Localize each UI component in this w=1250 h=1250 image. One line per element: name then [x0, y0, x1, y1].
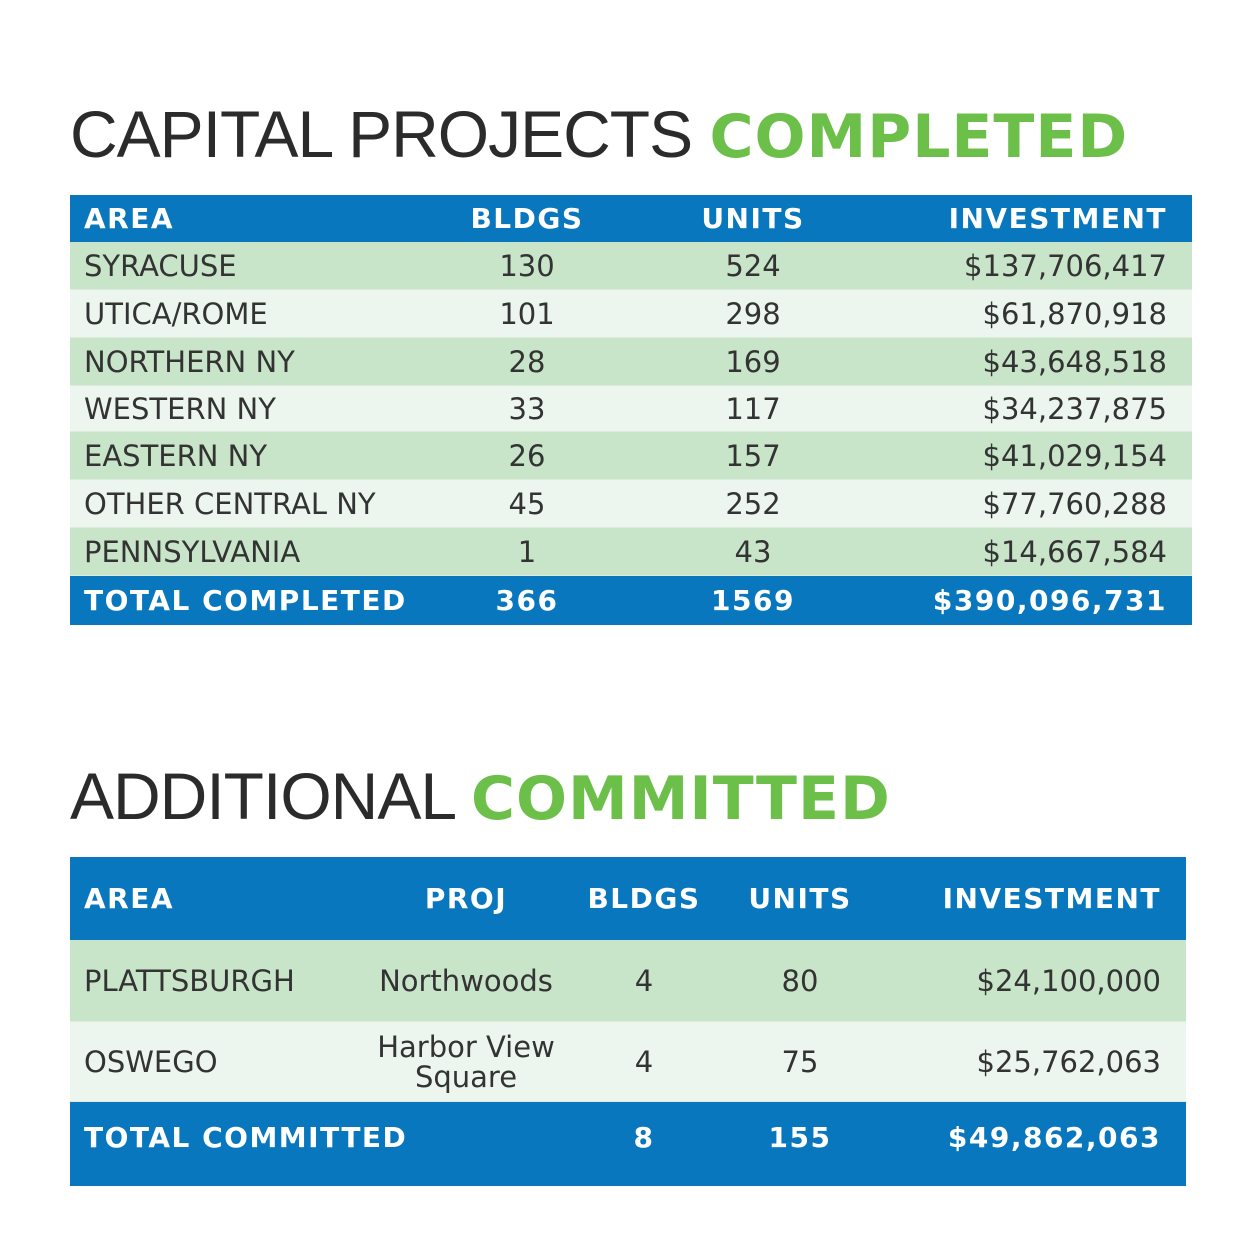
investment-cell: $25,762,063	[976, 1044, 1162, 1079]
bldgs-cell: 26	[508, 438, 546, 473]
investment-cell: $49,862,063	[947, 1120, 1161, 1154]
area-cell: TOTAL COMMITTED	[84, 1120, 408, 1154]
area-cell: SYRACUSE	[84, 248, 237, 283]
units-cell: 157	[725, 438, 781, 473]
investment-cell: $34,237,875	[982, 391, 1168, 426]
units-cell: 75	[781, 1044, 819, 1079]
header-row: AREA PROJ BLDGS UNITS INVESTMENT	[70, 857, 1186, 940]
investment-cell: $137,706,417	[964, 248, 1167, 283]
proj-cell: Harbor View Square	[377, 1029, 555, 1094]
table-row: OTHER CENTRAL NY 45 252 $77,760,288	[70, 480, 1192, 528]
bldgs-cell: BLDGS	[587, 882, 701, 915]
proj-cell: PROJ	[424, 882, 508, 915]
completed-table: AREA BLDGS UNITS INVESTMENT SYRACUSE 130 524 $1…	[70, 195, 1192, 625]
completed-title-bold: COMPLETED	[709, 102, 1129, 172]
investment-cell: $77,760,288	[982, 486, 1168, 521]
area-cell: EASTERN NY	[84, 438, 268, 473]
investment-cell: $41,029,154	[982, 438, 1168, 473]
units-cell: 155	[768, 1120, 832, 1154]
bldgs-cell: 366	[495, 584, 559, 617]
investment-cell: $61,870,918	[982, 296, 1168, 331]
committed-title-bold: COMMITTED	[470, 764, 891, 834]
bldgs-cell: 45	[508, 486, 546, 521]
bldgs-cell: 8	[633, 1120, 655, 1154]
investment-cell: $14,667,584	[982, 534, 1168, 569]
table-row: UTICA/ROME 101 298 $61,870,918	[70, 290, 1192, 338]
units-cell: 252	[725, 486, 781, 521]
total-row: TOTAL COMMITTED 8 155 $49,862,063	[70, 1102, 1186, 1186]
table-row: OSWEGO Harbor View Square 4 75 $25,762,063	[70, 1022, 1186, 1102]
table-row: PLATTSBURGH Northwoods 4 80 $24,100,000	[70, 940, 1186, 1022]
bldgs-cell: BLDGS	[470, 202, 584, 235]
investment-cell: $24,100,000	[976, 963, 1162, 998]
area-cell: WESTERN NY	[84, 391, 276, 426]
proj-cell	[366, 1102, 566, 1172]
area-cell: NORTHERN NY	[84, 344, 295, 379]
table-row: WESTERN NY 33 117 $34,237,875	[70, 386, 1192, 432]
units-cell: UNITS	[748, 882, 852, 915]
units-cell: 169	[725, 344, 781, 379]
committed-title: ADDITIONAL COMMITTED	[70, 758, 891, 834]
area-cell: UTICA/ROME	[84, 296, 268, 331]
area-cell: AREA	[84, 202, 175, 235]
investment-cell: $43,648,518	[982, 344, 1168, 379]
area-cell: OTHER CENTRAL NY	[84, 486, 376, 521]
area-cell: PENNSYLVANIA	[84, 534, 301, 569]
table-row: SYRACUSE 130 524 $137,706,417	[70, 242, 1192, 290]
units-cell: 524	[725, 248, 781, 283]
proj-cell: Northwoods	[379, 963, 553, 998]
header-row: AREA BLDGS UNITS INVESTMENT	[70, 195, 1192, 242]
bldgs-cell: 101	[499, 296, 555, 331]
table-row: NORTHERN NY 28 169 $43,648,518	[70, 338, 1192, 386]
bldgs-cell: 4	[634, 1044, 654, 1079]
committed-title-light: ADDITIONAL	[70, 759, 455, 833]
units-cell: 117	[725, 391, 781, 426]
area-cell: OSWEGO	[84, 1044, 218, 1079]
units-cell: UNITS	[701, 202, 805, 235]
table-row: PENNSYLVANIA 1 43 $14,667,584	[70, 528, 1192, 576]
investment-cell: INVESTMENT	[948, 202, 1167, 235]
total-row: TOTAL COMPLETED 366 1569 $390,096,731	[70, 576, 1192, 625]
area-cell: AREA	[84, 882, 175, 915]
investment-cell: INVESTMENT	[942, 882, 1161, 915]
area-cell: TOTAL COMPLETED	[84, 584, 407, 617]
bldgs-cell: 33	[508, 391, 546, 426]
bldgs-cell: 4	[634, 963, 654, 998]
bldgs-cell: 1	[517, 534, 537, 569]
units-cell: 80	[781, 963, 819, 998]
units-cell: 43	[734, 534, 772, 569]
investment-cell: $390,096,731	[932, 584, 1167, 617]
area-cell: PLATTSBURGH	[84, 963, 295, 998]
table-row: EASTERN NY 26 157 $41,029,154	[70, 432, 1192, 480]
completed-title: CAPITAL PROJECTS COMPLETED	[70, 96, 1128, 172]
units-cell: 298	[725, 296, 781, 331]
units-cell: 1569	[711, 584, 795, 617]
bldgs-cell: 130	[499, 248, 555, 283]
bldgs-cell: 28	[508, 344, 546, 379]
committed-table: AREA PROJ BLDGS UNITS INVESTMENT PLATTSBURGH N…	[70, 857, 1186, 1186]
completed-title-light: CAPITAL PROJECTS	[70, 97, 693, 171]
